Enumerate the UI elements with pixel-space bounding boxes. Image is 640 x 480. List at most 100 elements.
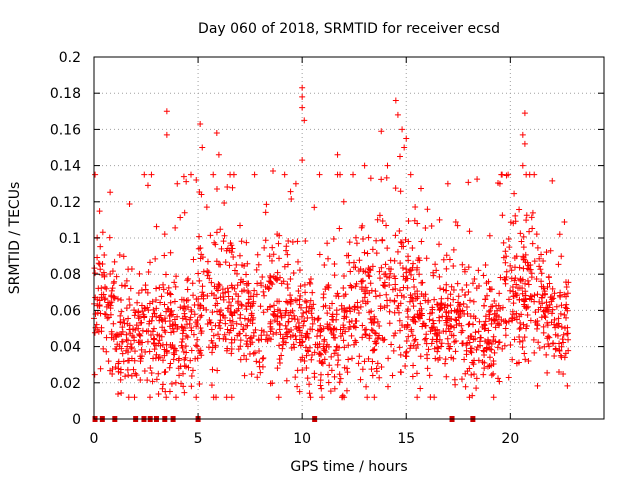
data-point	[322, 302, 329, 309]
data-point	[397, 327, 404, 334]
data-point	[540, 308, 547, 315]
data-point	[409, 332, 416, 339]
data-point	[135, 309, 142, 316]
data-point	[444, 295, 451, 302]
data-point	[111, 294, 118, 301]
data-point	[166, 388, 173, 395]
data-point	[204, 321, 211, 328]
y-tick-label: 0.04	[50, 340, 81, 356]
data-point	[170, 345, 177, 352]
data-point	[562, 304, 569, 311]
data-point	[444, 303, 451, 310]
data-point	[326, 362, 333, 369]
data-point	[538, 270, 545, 277]
data-point	[301, 281, 308, 288]
data-point	[362, 268, 369, 275]
data-point	[442, 360, 449, 367]
data-point	[516, 326, 523, 333]
data-point	[237, 356, 244, 363]
data-point	[414, 295, 421, 302]
data-point	[153, 376, 160, 383]
data-point	[326, 305, 333, 312]
data-point	[271, 317, 278, 324]
data-point	[546, 334, 553, 341]
data-point	[258, 327, 265, 334]
data-point-outlier	[197, 120, 204, 127]
data-point	[311, 349, 318, 356]
data-point	[347, 268, 354, 275]
data-point	[289, 332, 296, 339]
data-point	[325, 371, 332, 378]
data-point-outlier	[361, 162, 368, 169]
data-point	[330, 316, 337, 323]
data-point	[285, 238, 292, 245]
data-point	[142, 349, 149, 356]
data-point	[126, 302, 133, 309]
data-point	[124, 337, 131, 344]
data-point	[516, 206, 523, 213]
data-point	[193, 319, 200, 326]
data-point	[378, 176, 385, 183]
y-tick-label: 0.14	[50, 159, 81, 175]
data-point	[124, 320, 131, 327]
data-point	[171, 298, 178, 305]
data-point	[499, 304, 506, 311]
data-point	[540, 329, 547, 336]
data-point	[343, 387, 350, 394]
data-point	[308, 356, 315, 363]
data-point	[489, 303, 496, 310]
data-point	[451, 339, 458, 346]
data-point	[316, 350, 323, 357]
data-point	[213, 229, 220, 236]
data-point	[241, 287, 248, 294]
data-point	[260, 309, 267, 316]
data-point	[228, 346, 235, 353]
data-point	[282, 339, 289, 346]
data-point	[502, 277, 509, 284]
data-point	[459, 340, 466, 347]
data-point	[410, 303, 417, 310]
data-point	[126, 326, 133, 333]
data-point	[503, 172, 510, 179]
data-point	[260, 288, 267, 295]
data-point	[544, 369, 551, 376]
data-point	[273, 329, 280, 336]
data-point	[221, 331, 228, 338]
data-point	[416, 271, 423, 278]
data-point	[565, 336, 572, 343]
data-point	[112, 364, 119, 371]
data-point	[303, 330, 310, 337]
data-point	[296, 296, 303, 303]
data-point	[204, 258, 211, 265]
data-point-outlier	[444, 180, 451, 187]
data-point	[105, 358, 112, 365]
data-point	[231, 285, 238, 292]
data-point	[147, 259, 154, 266]
data-point	[139, 327, 146, 334]
data-point	[353, 240, 360, 247]
data-point	[464, 340, 471, 347]
data-point	[469, 280, 476, 287]
data-point	[440, 286, 447, 293]
data-point	[282, 310, 289, 317]
data-point	[450, 262, 457, 269]
data-point	[115, 365, 122, 372]
data-point	[511, 336, 518, 343]
data-point-outlier	[163, 131, 170, 138]
data-point	[147, 331, 154, 338]
data-point	[318, 385, 325, 392]
data-point-outlier	[397, 153, 403, 160]
data-point	[425, 346, 432, 353]
data-point	[297, 342, 304, 349]
data-point	[119, 324, 126, 331]
data-point	[482, 296, 489, 303]
data-point	[128, 345, 135, 352]
data-point	[224, 326, 231, 333]
data-point	[329, 313, 336, 320]
data-point	[270, 331, 277, 338]
data-point	[558, 253, 565, 260]
data-point	[92, 171, 99, 178]
data-point	[473, 346, 480, 353]
data-point	[560, 339, 567, 346]
data-point	[397, 239, 404, 246]
